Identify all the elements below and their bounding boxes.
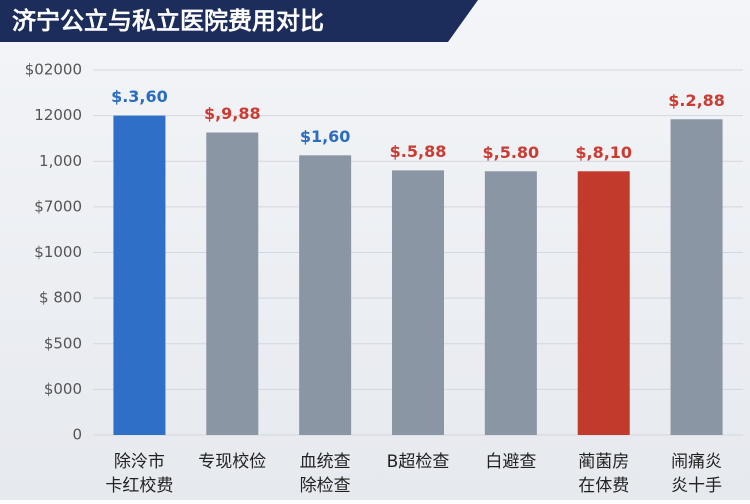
x-tick-label: 炎十手 [671, 476, 722, 496]
y-tick-label: $000 [44, 380, 82, 398]
x-tick-label: 专现校俭 [198, 452, 266, 472]
bar [577, 171, 630, 435]
value-label: $,5.80 [483, 143, 540, 162]
x-tick-label: B超检查 [387, 452, 450, 472]
title-banner [0, 0, 478, 42]
chart-title: 济宁公立与私立医院费用对比 [12, 7, 324, 35]
y-tick-label: $7000 [34, 197, 82, 215]
value-label: $,8,10 [575, 143, 632, 162]
y-tick-label: 0 [72, 426, 82, 444]
value-label: $.2,88 [668, 91, 725, 110]
x-tick-label: 卡红校费 [105, 476, 173, 496]
value-label: $.3,60 [111, 87, 168, 106]
x-tick-label: 蔺菌房 [578, 452, 629, 472]
x-tick-label: 血统查 [300, 452, 351, 472]
value-label: $,9,88 [204, 104, 261, 123]
x-tick-label: 白避查 [485, 452, 536, 472]
x-tick-label: 在体费 [578, 476, 629, 496]
bar [484, 171, 537, 435]
bar [206, 132, 259, 435]
bar [113, 115, 166, 435]
bar [670, 119, 723, 436]
x-tick-label: 除检查 [300, 476, 351, 496]
y-tick-label: 1,000 [39, 152, 82, 170]
value-label: $1,60 [300, 127, 351, 146]
y-tick-label: $02000 [25, 61, 82, 79]
bar [299, 155, 352, 435]
x-tick-label: 除泠市 [114, 452, 165, 472]
y-tick-label: $1000 [34, 243, 82, 261]
y-tick-label: $ 800 [39, 289, 82, 307]
bar [392, 170, 444, 435]
x-tick-label: 闹痛炎 [671, 452, 722, 472]
y-tick-label: 12000 [34, 106, 82, 124]
value-label: $.5,88 [390, 142, 447, 161]
y-tick-label: $500 [44, 334, 82, 352]
